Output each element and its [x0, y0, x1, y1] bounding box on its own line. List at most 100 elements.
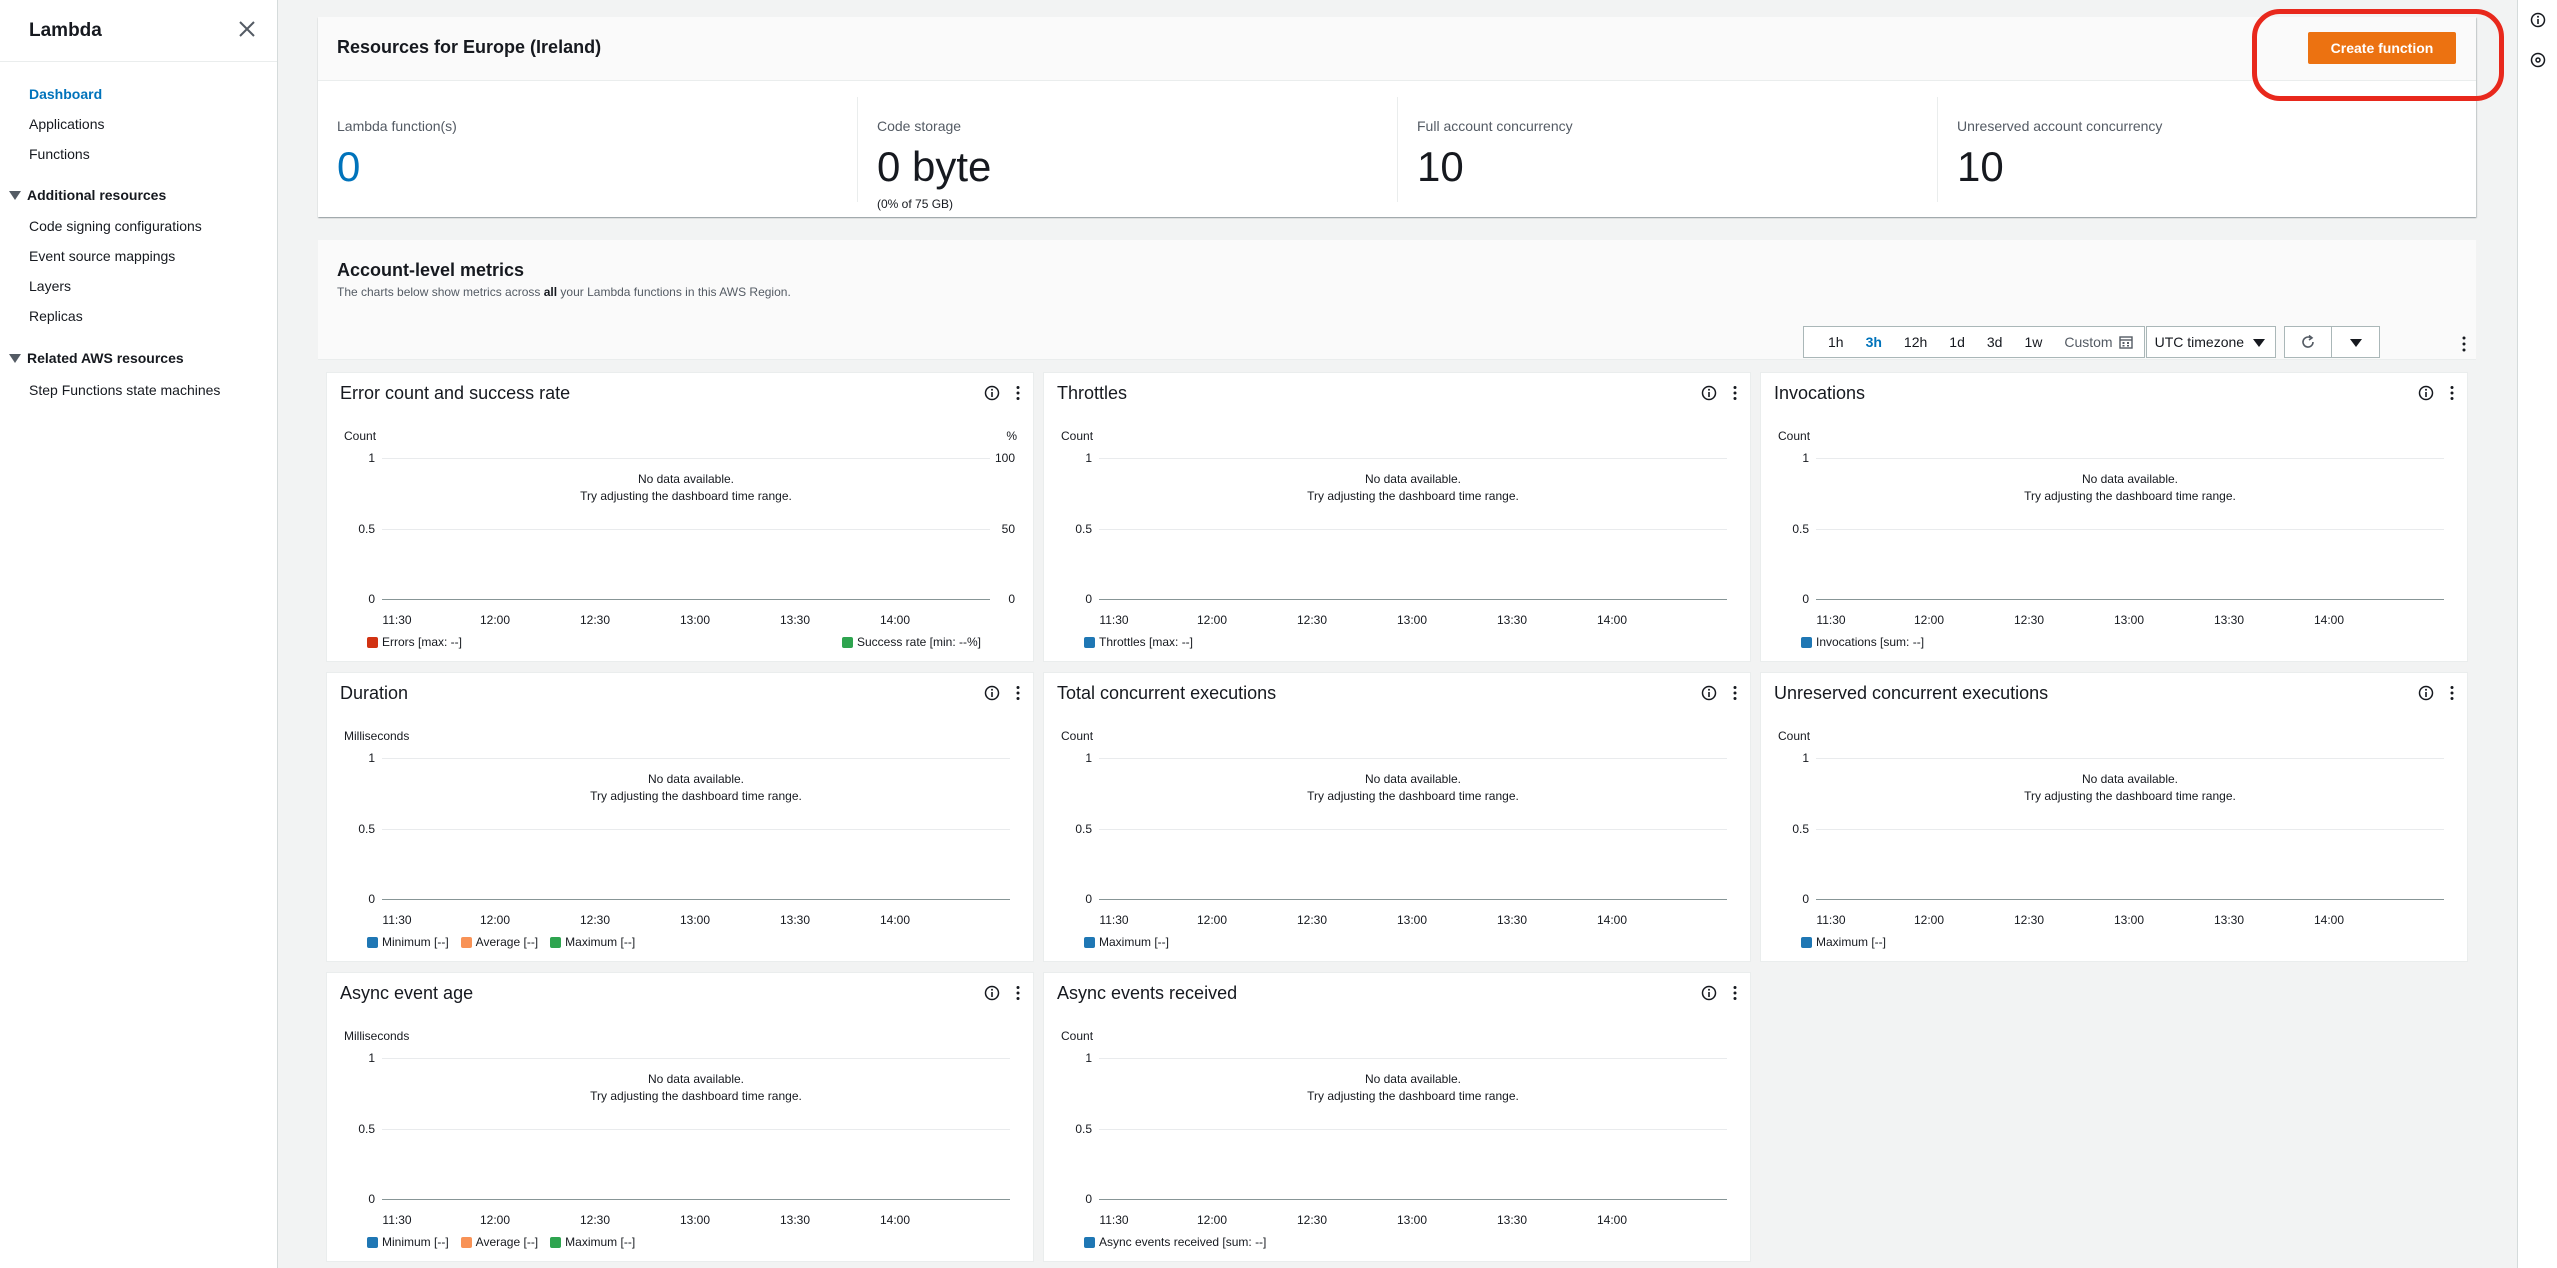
- sidebar-item-step-functions[interactable]: Step Functions state machines: [29, 382, 221, 398]
- desc-text: your Lambda functions in this AWS Region…: [557, 285, 791, 299]
- refresh-options-dropdown[interactable]: [2331, 326, 2380, 358]
- stat-label: Full account concurrency: [1417, 118, 1573, 134]
- x-axis-line: [1099, 899, 1727, 900]
- kebab-icon[interactable]: [1732, 685, 1738, 701]
- grid-line: [1099, 829, 1727, 830]
- legend-item[interactable]: Average [--]: [460, 1235, 538, 1249]
- x-tick-label: 12:30: [579, 613, 611, 627]
- stat-label: Code storage: [877, 118, 962, 134]
- legend-item[interactable]: Maximum [--]: [550, 935, 635, 949]
- y-tick-label: 0: [1085, 892, 1092, 906]
- legend-item[interactable]: Maximum [--]: [1084, 935, 1169, 949]
- legend-item[interactable]: Minimum [--]: [367, 1235, 449, 1249]
- kebab-icon[interactable]: [1732, 385, 1738, 401]
- legend: Errors [max: --]: [367, 635, 462, 649]
- stat-unreserved-concurrency: Unreserved account concurrency 10: [1937, 97, 2457, 202]
- kebab-icon[interactable]: [2461, 335, 2467, 353]
- range-3d[interactable]: 3d: [1986, 334, 2003, 350]
- sidebar-item-code-signing[interactable]: Code signing configurations: [29, 218, 202, 234]
- metric-widget: Unreserved concurrent executions Count 1 0.…: [1760, 672, 2468, 962]
- legend-item[interactable]: Minimum [--]: [367, 935, 449, 949]
- sidebar-item-functions[interactable]: Functions: [29, 146, 90, 162]
- settings-icon[interactable]: [2530, 52, 2546, 68]
- legend-item[interactable]: Success rate [min: --%]: [841, 635, 981, 649]
- sidebar-item-event-source-mappings[interactable]: Event source mappings: [29, 248, 176, 264]
- metrics-title: Account-level metrics: [337, 260, 525, 280]
- caret-down-icon: [2252, 339, 2265, 347]
- range-12h[interactable]: 12h: [1903, 334, 1928, 350]
- info-icon[interactable]: [984, 385, 1000, 401]
- info-icon[interactable]: [2418, 685, 2434, 701]
- y-tick-label: 0.5: [1792, 522, 1809, 536]
- legend-label: Async events received [sum: --]: [1099, 1235, 1267, 1249]
- range-3h[interactable]: 3h: [1865, 334, 1882, 350]
- kebab-icon[interactable]: [1015, 685, 1021, 701]
- legend-swatch: [1801, 636, 1812, 648]
- x-tick-label: 13:00: [679, 613, 711, 627]
- legend-item[interactable]: Throttles [max: --]: [1084, 635, 1193, 649]
- x-tick-label: 12:00: [1913, 913, 1945, 927]
- kebab-icon[interactable]: [1015, 385, 1021, 401]
- sidebar-section-related-aws[interactable]: Related AWS resources: [9, 350, 184, 366]
- refresh-button[interactable]: [2283, 326, 2332, 358]
- info-icon[interactable]: [2418, 385, 2434, 401]
- legend-item[interactable]: Invocations [sum: --]: [1801, 635, 1924, 649]
- legend-item[interactable]: Average [--]: [460, 935, 538, 949]
- no-data-message: No data available. Try adjusting the dash…: [1099, 471, 1727, 505]
- no-data-line: No data available.: [1364, 1072, 1462, 1086]
- kebab-icon[interactable]: [2449, 385, 2455, 401]
- create-function-button[interactable]: Create function: [2308, 32, 2456, 64]
- range-1h[interactable]: 1h: [1828, 334, 1844, 350]
- timezone-select[interactable]: UTC timezone: [2145, 326, 2276, 358]
- legend-right: Success rate [min: --%]: [841, 635, 981, 649]
- legend-label: Invocations [sum: --]: [1816, 635, 1925, 649]
- x-tick-label: 14:00: [879, 1213, 911, 1227]
- sidebar-header: Lambda: [0, 0, 277, 62]
- info-icon[interactable]: [1701, 985, 1717, 1001]
- y-tick-label: 0.5: [1075, 1122, 1092, 1136]
- kebab-icon[interactable]: [2449, 685, 2455, 701]
- kebab-icon[interactable]: [1015, 985, 1021, 1001]
- legend: Minimum [--] Average [--] Maximum [--]: [367, 935, 635, 949]
- info-icon[interactable]: [2530, 12, 2546, 28]
- sidebar-item-applications[interactable]: Applications: [29, 116, 105, 132]
- kebab-icon[interactable]: [1732, 985, 1738, 1001]
- stat-value-link[interactable]: 0: [337, 143, 361, 190]
- sidebar-section-additional-resources[interactable]: Additional resources: [9, 187, 166, 203]
- legend-swatch: [367, 1236, 378, 1248]
- range-custom[interactable]: Custom: [2053, 327, 2143, 357]
- y-tick-label: 0: [1085, 1192, 1092, 1206]
- legend-item[interactable]: Errors [max: --]: [367, 635, 462, 649]
- x-tick-label: 13:00: [2113, 613, 2145, 627]
- custom-label: Custom: [2064, 334, 2113, 350]
- info-icon[interactable]: [984, 985, 1000, 1001]
- legend-item[interactable]: Maximum [--]: [550, 1235, 635, 1249]
- info-icon[interactable]: [984, 685, 1000, 701]
- legend-swatch: [460, 936, 472, 948]
- x-tick-label: 13:00: [1396, 913, 1428, 927]
- range-1w[interactable]: 1w: [2024, 334, 2043, 350]
- sidebar-item-dashboard[interactable]: Dashboard: [29, 86, 103, 102]
- x-axis-line: [1099, 599, 1727, 600]
- range-1d[interactable]: 1d: [1949, 334, 1965, 350]
- legend: Throttles [max: --]: [1084, 635, 1193, 649]
- sidebar-item-layers[interactable]: Layers: [29, 278, 72, 294]
- y-tick-label: 1: [1802, 451, 1809, 465]
- x-tick-label: 11:30: [1099, 1213, 1129, 1227]
- info-icon[interactable]: [1701, 385, 1717, 401]
- legend-swatch: [550, 1236, 562, 1248]
- stat-value: 0 byte: [877, 143, 992, 190]
- y-tick-label-right: 0: [1008, 592, 1015, 606]
- caret-down-icon: [9, 353, 21, 363]
- legend-item[interactable]: Maximum [--]: [1801, 935, 1886, 949]
- legend-item[interactable]: Async events received [sum: --]: [1084, 1235, 1266, 1249]
- x-axis-line: [1816, 899, 2444, 900]
- no-data-message: No data available. Try adjusting the dash…: [382, 1071, 1010, 1105]
- y-tick-label: 0: [1802, 592, 1809, 606]
- no-data-hint: Try adjusting the dashboard time range.: [590, 1089, 802, 1103]
- close-icon[interactable]: [238, 20, 256, 38]
- info-icon[interactable]: [1701, 685, 1717, 701]
- sidebar-item-replicas[interactable]: Replicas: [29, 308, 83, 324]
- stat-code-storage: Code storage 0 byte (0% of 75 GB): [857, 97, 1377, 211]
- x-tick-label: 13:30: [2213, 613, 2245, 627]
